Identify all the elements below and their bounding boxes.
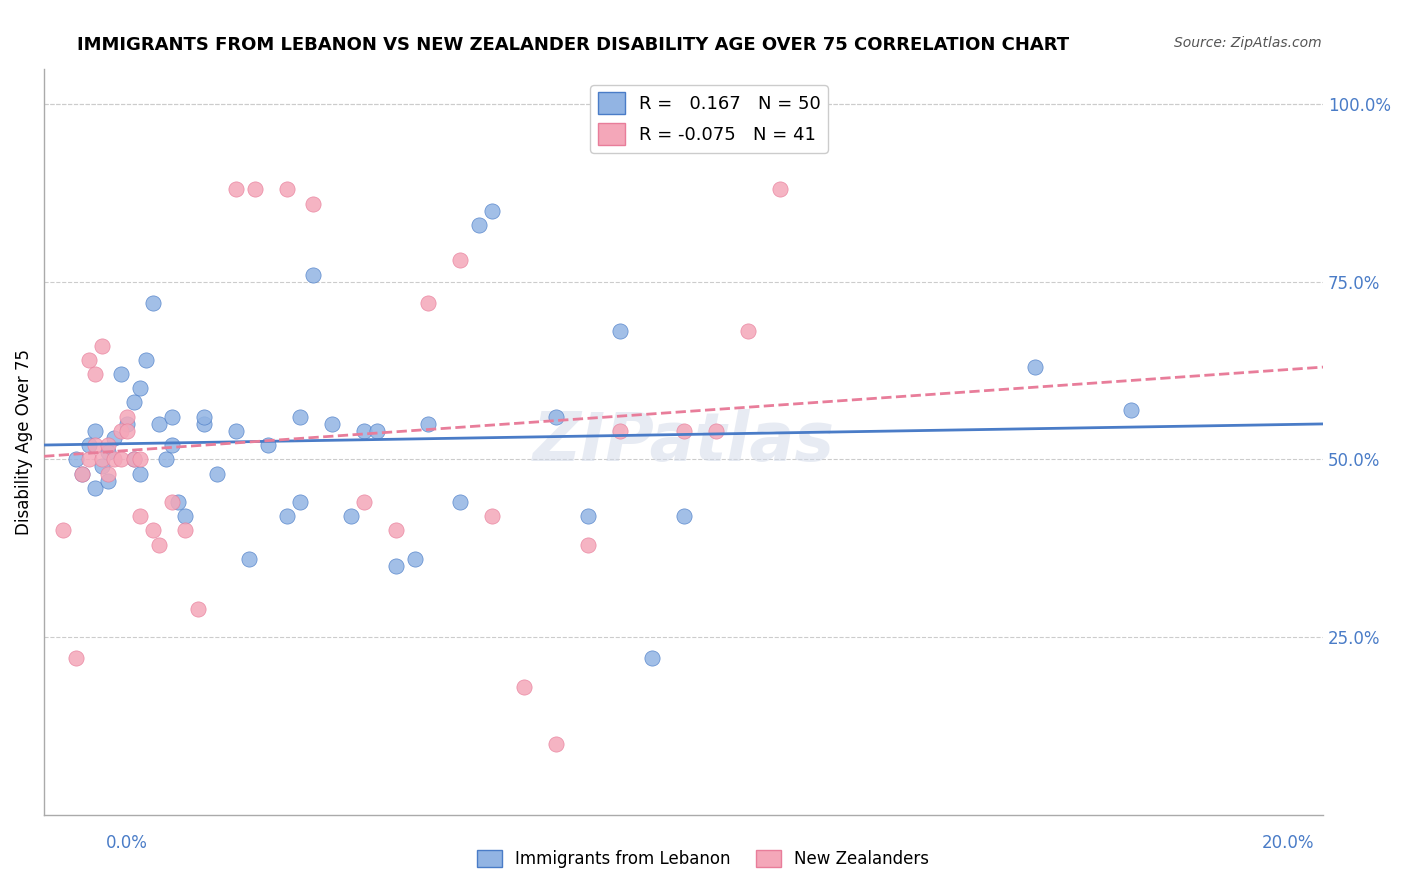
Point — [301, 268, 323, 282]
Point — [65, 452, 87, 467]
Point — [142, 524, 165, 538]
Point — [129, 452, 152, 467]
Point — [366, 424, 388, 438]
Point — [117, 424, 139, 438]
Point — [468, 218, 491, 232]
Point — [117, 409, 139, 424]
Point — [187, 601, 209, 615]
Point — [416, 417, 439, 431]
Point — [385, 524, 408, 538]
Point — [225, 424, 247, 438]
Point — [704, 424, 727, 438]
Point — [193, 409, 215, 424]
Point — [97, 467, 120, 481]
Point — [160, 409, 183, 424]
Point — [148, 537, 170, 551]
Point — [84, 481, 107, 495]
Point — [544, 409, 567, 424]
Point — [225, 182, 247, 196]
Point — [160, 495, 183, 509]
Point — [97, 438, 120, 452]
Point — [97, 445, 120, 459]
Point — [72, 467, 94, 481]
Point — [340, 509, 363, 524]
Point — [544, 737, 567, 751]
Point — [173, 509, 195, 524]
Point — [72, 467, 94, 481]
Point — [77, 438, 100, 452]
Point — [449, 253, 471, 268]
Point — [65, 651, 87, 665]
Legend: Immigrants from Lebanon, New Zealanders: Immigrants from Lebanon, New Zealanders — [470, 843, 936, 875]
Point — [609, 424, 631, 438]
Point — [481, 509, 503, 524]
Point — [122, 395, 145, 409]
Point — [288, 409, 311, 424]
Point — [672, 424, 695, 438]
Point — [276, 182, 298, 196]
Point — [52, 524, 75, 538]
Text: 20.0%: 20.0% — [1263, 834, 1315, 852]
Point — [276, 509, 298, 524]
Point — [768, 182, 790, 196]
Text: Source: ZipAtlas.com: Source: ZipAtlas.com — [1174, 36, 1322, 50]
Point — [576, 537, 599, 551]
Point — [321, 417, 343, 431]
Point — [90, 459, 112, 474]
Point — [301, 196, 323, 211]
Text: 0.0%: 0.0% — [105, 834, 148, 852]
Legend: R =   0.167   N = 50, R = -0.075   N = 41: R = 0.167 N = 50, R = -0.075 N = 41 — [591, 85, 828, 153]
Point — [135, 352, 157, 367]
Point — [97, 474, 120, 488]
Point — [103, 452, 125, 467]
Text: ZIPatlas: ZIPatlas — [533, 409, 835, 475]
Point — [513, 680, 536, 694]
Point — [416, 296, 439, 310]
Point — [609, 325, 631, 339]
Point — [243, 182, 266, 196]
Text: IMMIGRANTS FROM LEBANON VS NEW ZEALANDER DISABILITY AGE OVER 75 CORRELATION CHAR: IMMIGRANTS FROM LEBANON VS NEW ZEALANDER… — [77, 36, 1070, 54]
Point — [672, 509, 695, 524]
Point — [103, 431, 125, 445]
Point — [167, 495, 190, 509]
Point — [129, 509, 152, 524]
Point — [84, 367, 107, 381]
Point — [353, 495, 375, 509]
Point — [77, 352, 100, 367]
Point — [160, 438, 183, 452]
Point — [129, 381, 152, 395]
Point — [640, 651, 662, 665]
Point — [1024, 359, 1046, 374]
Point — [122, 452, 145, 467]
Point — [90, 452, 112, 467]
Point — [449, 495, 471, 509]
Point — [117, 417, 139, 431]
Point — [110, 367, 132, 381]
Point — [122, 452, 145, 467]
Point — [288, 495, 311, 509]
Point — [155, 452, 177, 467]
Point — [404, 551, 426, 566]
Point — [481, 203, 503, 218]
Point — [205, 467, 228, 481]
Point — [1121, 402, 1143, 417]
Point — [148, 417, 170, 431]
Point — [142, 296, 165, 310]
Point — [110, 424, 132, 438]
Point — [193, 417, 215, 431]
Point — [257, 438, 280, 452]
Point — [576, 509, 599, 524]
Point — [173, 524, 195, 538]
Point — [84, 438, 107, 452]
Point — [737, 325, 759, 339]
Point — [77, 452, 100, 467]
Point — [84, 424, 107, 438]
Point — [353, 424, 375, 438]
Y-axis label: Disability Age Over 75: Disability Age Over 75 — [15, 349, 32, 534]
Point — [90, 338, 112, 352]
Point — [238, 551, 260, 566]
Point — [110, 452, 132, 467]
Point — [385, 558, 408, 573]
Point — [129, 467, 152, 481]
